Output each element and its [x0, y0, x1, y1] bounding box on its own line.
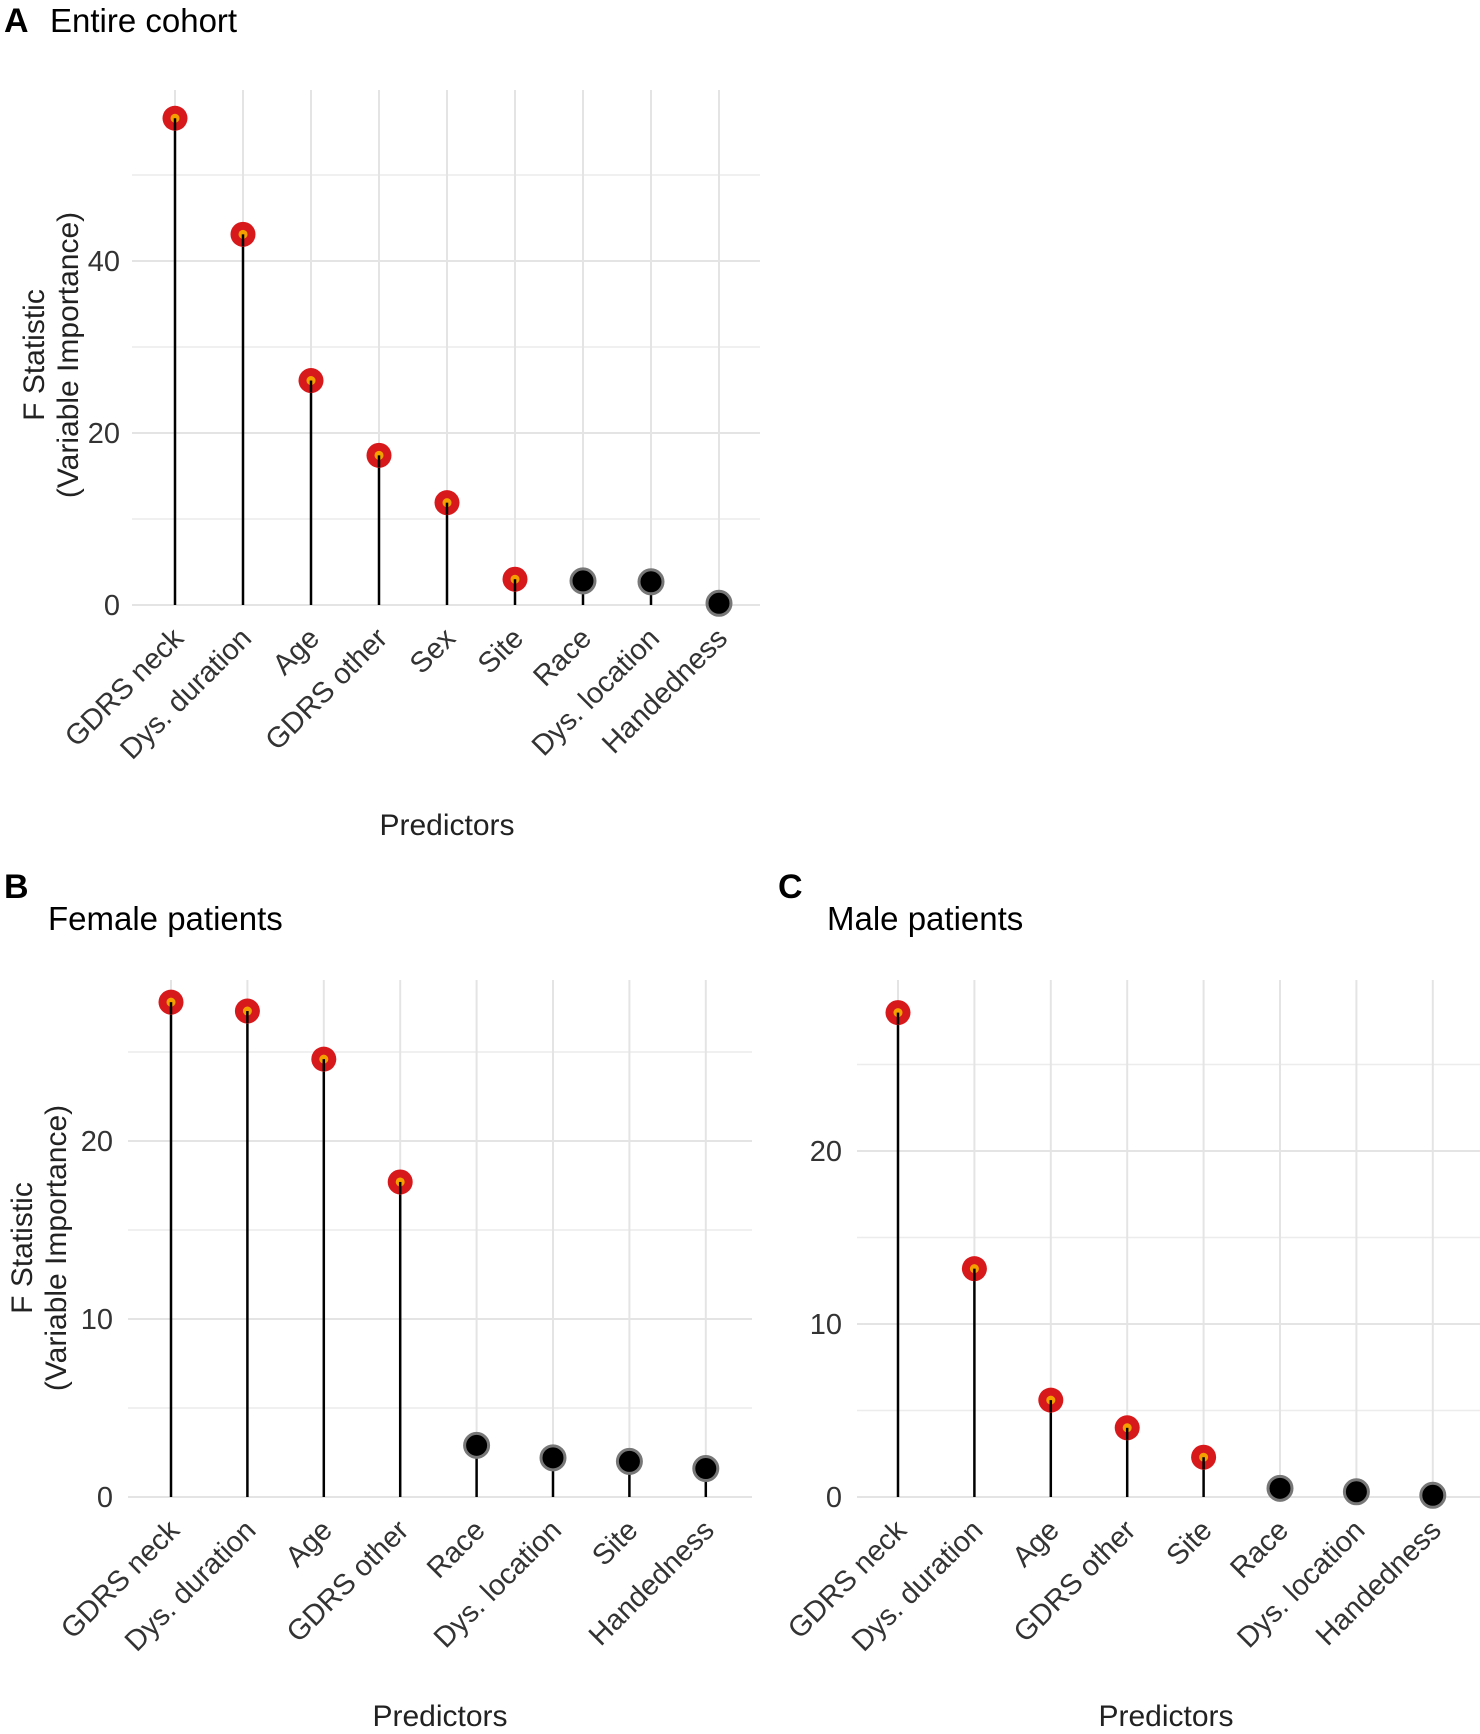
y-axis-title-line2: (Variable Importance): [52, 212, 85, 498]
nonsignificant-point: [1266, 1474, 1294, 1502]
x-tick-label: GDRS other: [260, 622, 395, 757]
x-tick-label: Age: [280, 1514, 339, 1573]
nonsignificant-point: [569, 567, 597, 595]
lollipop-age: [1038, 1387, 1064, 1497]
y-tick-label: 0: [826, 1482, 842, 1514]
lollipop-race: [1266, 1474, 1294, 1502]
nonsignificant-point: [1419, 1481, 1447, 1509]
lollipop-age: [298, 368, 324, 605]
panel-a: A Entire cohort 0 20 40 F Statistic (Variable …: [4, 2, 760, 842]
x-tick-label: Race: [1224, 1514, 1295, 1585]
x-axis-title: Predictors: [379, 809, 514, 842]
panel-letter: A: [4, 2, 29, 40]
y-axis-title-line2: (Variable Importance): [40, 1105, 73, 1391]
lollipop-race: [569, 567, 597, 605]
nonsignificant-point: [692, 1455, 720, 1483]
lollipop-dys-duration: [234, 998, 260, 1497]
lollipop-dys-location: [539, 1444, 567, 1497]
nonsignificant-point: [463, 1431, 491, 1459]
lollipop-gdrs-other: [366, 442, 392, 605]
x-tick-label: Site: [1161, 1514, 1219, 1572]
lollipop-dys-duration: [961, 1256, 987, 1497]
x-tick-label: Race: [421, 1514, 492, 1585]
x-tick-label: Site: [586, 1514, 644, 1572]
panel-b: B Female patients 0 10 20 F Statistic (Variabl…: [4, 868, 752, 1733]
lollipop-dys-location: [1342, 1478, 1370, 1506]
y-tick-label: 0: [97, 1482, 113, 1514]
y-tick-label: 20: [810, 1136, 842, 1168]
nonsignificant-point: [637, 568, 665, 596]
lollipop-sex: [434, 490, 460, 605]
lollipop-site: [615, 1447, 643, 1497]
nonsignificant-point: [615, 1447, 643, 1475]
lollipop-dys-location: [637, 568, 665, 605]
lollipop-gdrs-neck: [158, 989, 184, 1497]
gridlines: [128, 980, 752, 1498]
y-tick-label: 20: [88, 418, 120, 450]
panel-title: Female patients: [48, 900, 283, 937]
x-tick-label: Age: [1007, 1514, 1066, 1573]
lollipop-age: [311, 1046, 337, 1497]
y-tick-label: 10: [810, 1309, 842, 1341]
x-tick-label: Age: [267, 622, 326, 681]
lollipop-site: [502, 566, 528, 605]
y-tick-label: 0: [104, 590, 120, 622]
lollipop-gdrs-other: [387, 1169, 413, 1497]
y-tick-label: 40: [88, 246, 120, 278]
lollipop-gdrs-neck: [885, 1000, 911, 1497]
x-tick-label: Sex: [404, 622, 462, 680]
gridlines: [132, 90, 760, 606]
lollipop-gdrs-other: [1114, 1415, 1140, 1497]
panel-title: Male patients: [827, 900, 1023, 937]
lollipop-handedness: [692, 1455, 720, 1497]
nonsignificant-point: [705, 589, 733, 617]
panel-title: Entire cohort: [50, 2, 237, 39]
lollipop-site: [1191, 1444, 1217, 1497]
lollipop-handedness: [1419, 1481, 1447, 1509]
lollipop-race: [463, 1431, 491, 1497]
gridlines: [857, 980, 1480, 1498]
panel-letter: C: [778, 868, 803, 906]
lollipop-dys-duration: [230, 221, 256, 605]
lollipop-handedness: [705, 589, 733, 617]
y-tick-label: 20: [81, 1126, 113, 1158]
y-tick-label: 10: [81, 1304, 113, 1336]
x-axis-title: Predictors: [1098, 1700, 1233, 1733]
x-tick-label: Site: [472, 622, 530, 680]
nonsignificant-point: [539, 1444, 567, 1472]
x-axis-title: Predictors: [372, 1700, 507, 1733]
y-axis-title-line1: F Statistic: [18, 289, 51, 421]
panel-letter: B: [4, 868, 29, 906]
nonsignificant-point: [1342, 1478, 1370, 1506]
y-axis-title-line1: F Statistic: [6, 1182, 39, 1314]
lollipop-gdrs-neck: [162, 105, 188, 605]
